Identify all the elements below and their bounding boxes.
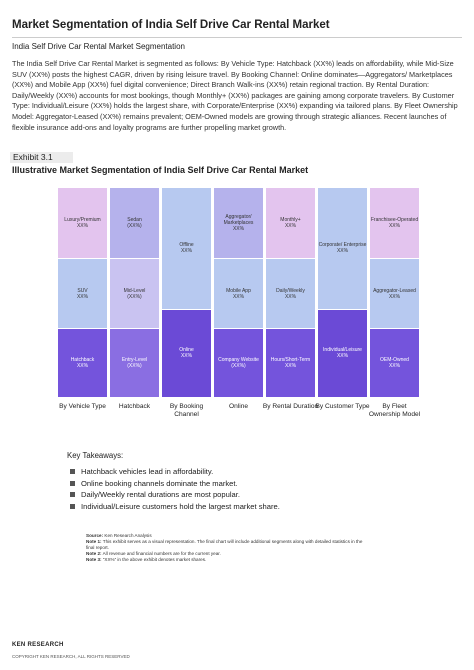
note-label: Note 2: xyxy=(86,551,102,556)
segment-value-label: XX% xyxy=(232,293,245,300)
segment-value-label: (XX%) xyxy=(127,293,142,300)
subtitle: India Self Drive Car Rental Market Segme… xyxy=(12,42,185,51)
note-label: Source: xyxy=(86,533,104,538)
takeaways-list: Hatchback vehicles lead in affordability… xyxy=(70,466,280,512)
segment: Franchisee-Operated XX% xyxy=(370,187,419,259)
title: Market Segmentation of India Self Drive … xyxy=(12,19,330,31)
divider xyxy=(12,37,462,38)
segment: Corporate/ Enterprise XX% xyxy=(318,187,367,309)
note: Note 2: All revenue and financial number… xyxy=(86,551,366,557)
takeaway-item: Daily/Weekly rental durations are most p… xyxy=(70,489,280,501)
segment: Offline XX% xyxy=(162,187,211,309)
takeaway-item: Online booking channels dominate the mar… xyxy=(70,478,280,490)
segment-name: Entry-Level xyxy=(121,356,148,363)
note: Source: Ken Research Analysis xyxy=(86,533,366,539)
x-tick-label: By Booking Channel xyxy=(169,403,204,418)
segment: SUV XX% xyxy=(58,258,107,328)
segment-value-label: (XX%) xyxy=(127,362,142,369)
segment: Daily/Weekly XX% xyxy=(266,258,315,328)
segment-value-label: XX% xyxy=(284,223,297,230)
segment-value-label: XX% xyxy=(180,248,193,255)
segment-name: Franchisee-Operated xyxy=(370,217,419,224)
chart: Hatchback XX% SUV XX% Luxury/Premium XX% By Ve… xyxy=(58,187,421,418)
segment-value-label: XX% xyxy=(388,362,401,369)
segment: Company Website (XX%) xyxy=(214,327,263,397)
segment-name: Daily/Weekly xyxy=(276,287,305,294)
takeaway-item: Hatchback vehicles lead in affordability… xyxy=(70,466,280,478)
exhibit-title: Illustrative Market Segmentation of Indi… xyxy=(12,165,309,175)
copyright: COPYRIGHT KEN RESEARCH, ALL RIGHTS RESER… xyxy=(12,654,130,659)
segment: Mid-Level (XX%) xyxy=(110,258,159,328)
segment: Online XX% xyxy=(162,308,211,397)
note-text: “XX%” in the above exhibit denotes marke… xyxy=(102,557,207,562)
note-label: Note 1: xyxy=(86,539,102,544)
segment-name: Aggregator/ Marketplaces xyxy=(223,214,254,227)
segment-value-label: (XX%) xyxy=(231,362,246,369)
segment-value-label: XX% xyxy=(284,293,297,300)
x-tick-label: By Customer Type xyxy=(315,403,370,410)
segment-name: Monthly+ xyxy=(280,217,301,224)
x-tick-label: Online xyxy=(228,403,249,410)
segment-value-label: XX% xyxy=(336,248,349,255)
segment: Sedan (XX%) xyxy=(110,187,159,259)
paragraph: The India Self Drive Car Rental Market i… xyxy=(12,59,458,132)
note-text: Ken Research Analysis xyxy=(104,533,152,538)
takeaways-heading: Key Takeaways: xyxy=(67,451,124,460)
segment: Individual/Leisure XX% xyxy=(318,308,367,397)
segment-name: Company Website xyxy=(218,356,259,363)
segment: Aggregator/ Marketplaces XX% xyxy=(214,187,263,259)
segment-value-label: XX% xyxy=(232,226,245,233)
segment-value-label: XX% xyxy=(284,362,297,369)
segment-value-label: XX% xyxy=(76,293,89,300)
x-tick-label: By Fleet Ownership Model xyxy=(368,403,421,418)
segment-value-label: (XX%) xyxy=(127,223,142,230)
segment-value-label: XX% xyxy=(388,293,401,300)
segment: Luxury/Premium XX% xyxy=(58,187,107,259)
logo: KEN RESEARCH xyxy=(12,642,64,648)
segment-name: Individual/Leisure xyxy=(323,347,362,354)
segment-value-label: XX% xyxy=(76,223,89,230)
exhibit-number: Exhibit 3.1 xyxy=(10,152,73,163)
segment-name: Hours/Short-Term xyxy=(270,356,311,363)
notes: Source: Ken Research Analysis Note 1: Thi… xyxy=(86,533,366,563)
segment-name: Luxury/Premium xyxy=(64,217,101,224)
note: Note 1: This exhibit serves as a visual … xyxy=(86,539,366,551)
segment: Hatchback XX% xyxy=(58,327,107,397)
segment-name: Sedan xyxy=(127,217,142,224)
segment: Hours/Short-Term XX% xyxy=(266,327,315,397)
note-text: All revenue and financial numbers are fo… xyxy=(102,551,221,556)
segment-name: Online xyxy=(179,347,194,354)
segment-name: SUV xyxy=(77,287,88,294)
segment-name: Corporate/ Enterprise xyxy=(318,242,367,249)
segment-name: Mid-Level xyxy=(123,287,146,294)
segment-name: OEM-Owned xyxy=(380,356,409,363)
takeaway-item: Individual/Leisure customers hold the la… xyxy=(70,501,280,513)
x-tick-label: Hatchback xyxy=(118,403,151,410)
x-tick-label: By Rental Duration xyxy=(262,403,319,410)
segment-name: Hatchback xyxy=(70,356,95,363)
x-tick-label: By Vehicle Type xyxy=(59,403,106,410)
segment-name: Offline xyxy=(179,242,194,249)
segment-value-label: XX% xyxy=(336,353,349,360)
segment-name: Mobile App xyxy=(226,287,251,294)
note-label: Note 3: xyxy=(86,557,102,562)
segment-name: Aggregator-Leased xyxy=(373,287,416,294)
segment: OEM-Owned XX% xyxy=(370,327,419,397)
segment: Mobile App XX% xyxy=(214,258,263,328)
segment: Monthly+ XX% xyxy=(266,187,315,259)
segment-value-label: XX% xyxy=(76,362,89,369)
segment-value-label: XX% xyxy=(180,353,193,360)
note-text: This exhibit serves as a visual represen… xyxy=(86,539,363,550)
segment: Entry-Level (XX%) xyxy=(110,327,159,397)
segment: Aggregator-Leased XX% xyxy=(370,258,419,328)
note: Note 3: “XX%” in the above exhibit denot… xyxy=(86,557,366,563)
segment-value-label: XX% xyxy=(388,223,401,230)
